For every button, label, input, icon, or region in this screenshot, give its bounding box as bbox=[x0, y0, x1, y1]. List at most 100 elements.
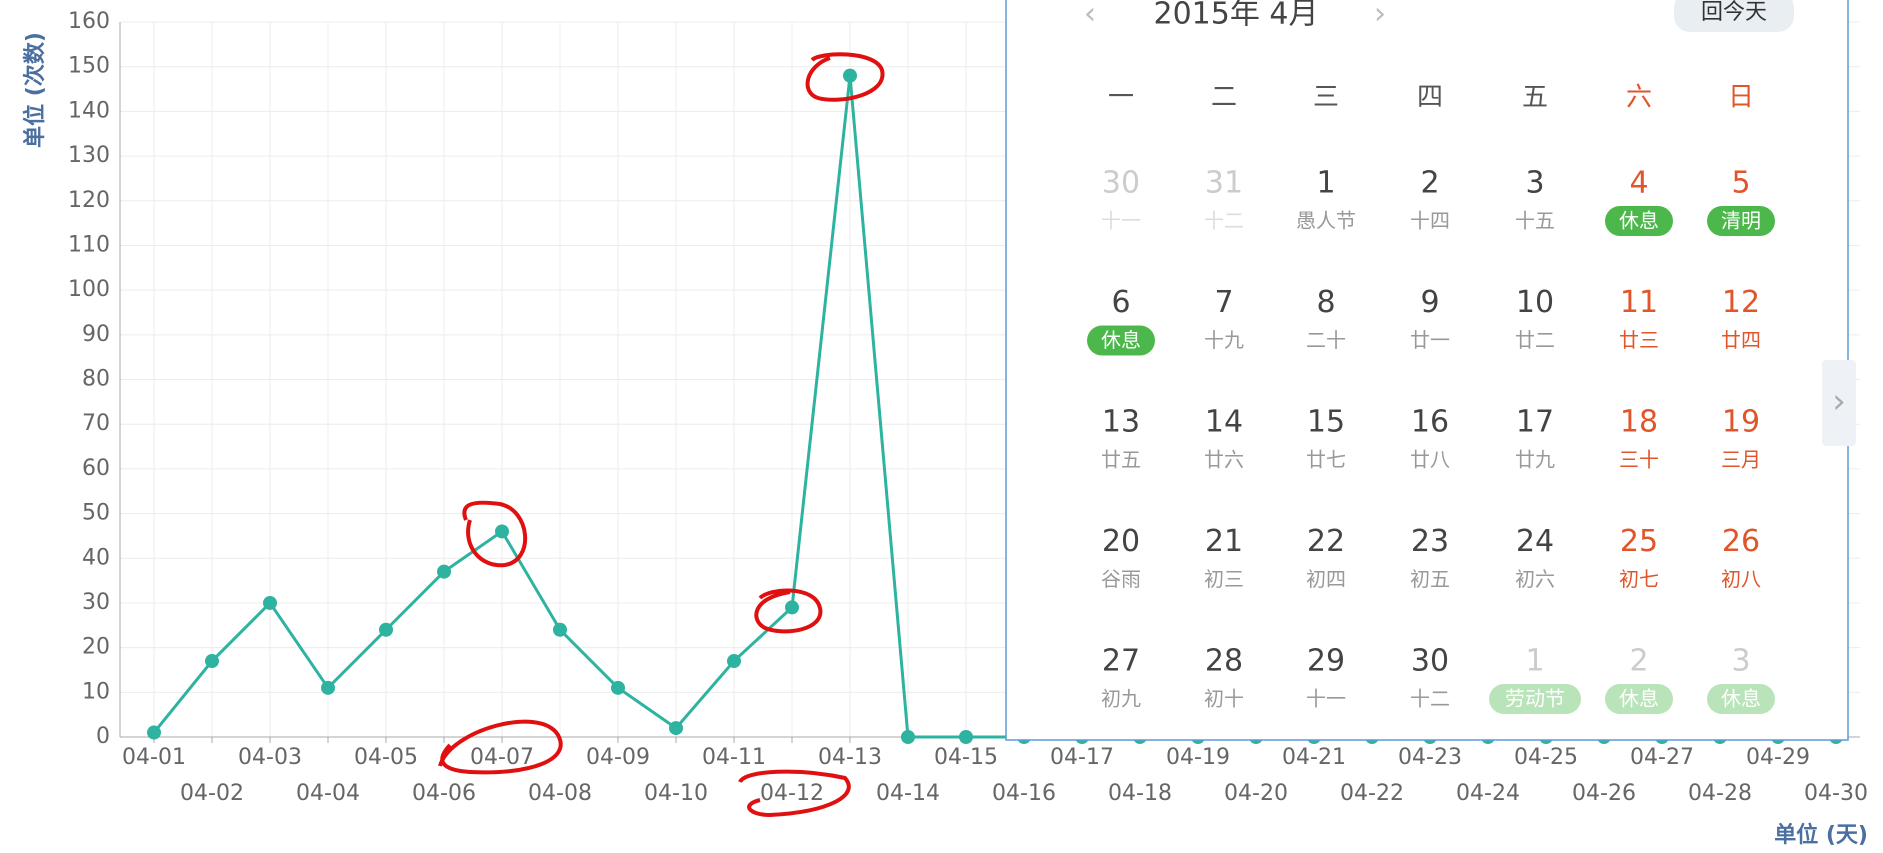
annotation-circle bbox=[805, 52, 885, 102]
day-number: 22 bbox=[1307, 524, 1345, 559]
x-tick-label: 04-15 bbox=[934, 745, 998, 770]
x-tick-label: 04-12 bbox=[760, 781, 824, 806]
x-tick-label: 04-18 bbox=[1108, 781, 1172, 806]
data-point bbox=[669, 721, 683, 736]
x-tick-label: 04-28 bbox=[1688, 781, 1752, 806]
x-tick-label: 04-16 bbox=[992, 781, 1056, 806]
data-point bbox=[727, 654, 741, 669]
lunar-label: 初五 bbox=[1410, 567, 1450, 591]
x-tick-label: 04-22 bbox=[1340, 781, 1404, 806]
data-point bbox=[553, 622, 567, 637]
day-number: 1 bbox=[1525, 644, 1544, 679]
x-tick-label: 04-24 bbox=[1456, 781, 1520, 806]
x-tick-label: 04-13 bbox=[818, 745, 882, 770]
weekday: 一 bbox=[1108, 83, 1134, 113]
day-number: 29 bbox=[1307, 644, 1345, 679]
x-tick-label: 04-19 bbox=[1166, 745, 1230, 770]
day-number: 9 bbox=[1420, 285, 1439, 320]
day-number: 3 bbox=[1731, 644, 1750, 679]
x-tick-label: 04-09 bbox=[586, 745, 650, 770]
holiday-badge bbox=[1489, 684, 1581, 714]
holiday-badge bbox=[1707, 684, 1775, 714]
day-number: 19 bbox=[1722, 405, 1760, 440]
lunar-label: 廿六 bbox=[1204, 448, 1244, 472]
x-tick-label: 04-01 bbox=[122, 745, 186, 770]
x-tick-label: 04-26 bbox=[1572, 781, 1636, 806]
annotation-circle bbox=[738, 769, 851, 818]
lunar-label: 初七 bbox=[1619, 567, 1659, 591]
data-point bbox=[901, 730, 915, 744]
y-tick-label: 60 bbox=[82, 456, 110, 481]
next-month[interactable]: › bbox=[1374, 0, 1386, 32]
x-axis-label: 单位 (天) bbox=[1774, 822, 1868, 848]
y-tick-label: 120 bbox=[68, 188, 110, 213]
y-tick-label: 100 bbox=[68, 277, 110, 302]
data-point bbox=[785, 600, 799, 615]
y-tick-label: 130 bbox=[68, 143, 110, 168]
day-number: 23 bbox=[1411, 524, 1449, 559]
data-point bbox=[843, 68, 857, 83]
day-number: 3 bbox=[1525, 166, 1544, 201]
day-number: 4 bbox=[1629, 166, 1648, 201]
x-tick-label: 04-11 bbox=[702, 745, 766, 770]
data-point bbox=[959, 730, 973, 744]
data-point bbox=[611, 680, 625, 695]
day-number: 14 bbox=[1205, 405, 1243, 440]
lunar-label: 愚人节 bbox=[1296, 209, 1356, 233]
x-tick-label: 04-23 bbox=[1398, 745, 1462, 770]
holiday-label: 休息 bbox=[1101, 328, 1141, 352]
lunar-label: 初三 bbox=[1204, 567, 1244, 591]
holiday-label: 休息 bbox=[1721, 687, 1761, 711]
lunar-label: 初八 bbox=[1721, 567, 1761, 591]
day-number: 10 bbox=[1516, 285, 1554, 320]
side-arrow[interactable]: › bbox=[1832, 382, 1846, 422]
holiday-label: 清明 bbox=[1721, 209, 1761, 233]
x-tick-label: 04-07 bbox=[470, 745, 534, 770]
lunar-label: 谷雨 bbox=[1101, 567, 1141, 591]
weekday: 四 bbox=[1417, 83, 1443, 113]
lunar-label: 三月 bbox=[1721, 448, 1761, 472]
y-tick-label: 50 bbox=[82, 501, 110, 526]
day-number: 27 bbox=[1102, 644, 1140, 679]
y-tick-label: 160 bbox=[68, 9, 110, 34]
day-number: 20 bbox=[1102, 524, 1140, 559]
holiday-badge bbox=[1605, 684, 1673, 714]
day-number: 26 bbox=[1722, 524, 1760, 559]
x-tick-label: 04-08 bbox=[528, 781, 592, 806]
lunar-label: 初九 bbox=[1101, 687, 1141, 711]
lunar-label: 初四 bbox=[1306, 567, 1346, 591]
weekday: 五 bbox=[1522, 83, 1548, 113]
lunar-label: 廿一 bbox=[1410, 328, 1450, 352]
day-number: 12 bbox=[1722, 285, 1760, 320]
today-button[interactable] bbox=[1674, 0, 1794, 32]
day-number: 18 bbox=[1620, 405, 1658, 440]
x-tick-label: 04-17 bbox=[1050, 745, 1114, 770]
annotation-circle bbox=[462, 500, 528, 568]
x-tick-label: 04-04 bbox=[296, 781, 360, 806]
data-point bbox=[205, 654, 219, 669]
day-number: 2 bbox=[1420, 166, 1439, 201]
day-number: 17 bbox=[1516, 405, 1554, 440]
annotation-circle bbox=[754, 588, 823, 634]
lunar-label: 廿九 bbox=[1515, 448, 1555, 472]
x-tick-label: 04-29 bbox=[1746, 745, 1810, 770]
y-tick-label: 80 bbox=[82, 367, 110, 392]
data-point bbox=[263, 595, 277, 610]
side-panel[interactable] bbox=[1822, 360, 1856, 446]
data-point bbox=[147, 725, 161, 740]
lunar-label: 十二 bbox=[1410, 687, 1450, 711]
day-number: 30 bbox=[1411, 644, 1449, 679]
data-point bbox=[379, 622, 393, 637]
day-number: 8 bbox=[1316, 285, 1335, 320]
y-tick-label: 10 bbox=[82, 679, 110, 704]
prev-month[interactable]: ‹ bbox=[1084, 0, 1096, 32]
x-tick-label: 04-14 bbox=[876, 781, 940, 806]
day-number: 25 bbox=[1620, 524, 1658, 559]
y-axis-label: 单位 (次数) bbox=[22, 32, 48, 148]
today-button-label[interactable]: 回今天 bbox=[1701, 0, 1767, 25]
lunar-label: 十一 bbox=[1101, 209, 1141, 233]
lunar-label: 三十 bbox=[1619, 448, 1659, 472]
lunar-label: 二十 bbox=[1306, 328, 1346, 352]
data-point bbox=[321, 680, 335, 695]
annotation-circle bbox=[438, 719, 563, 775]
